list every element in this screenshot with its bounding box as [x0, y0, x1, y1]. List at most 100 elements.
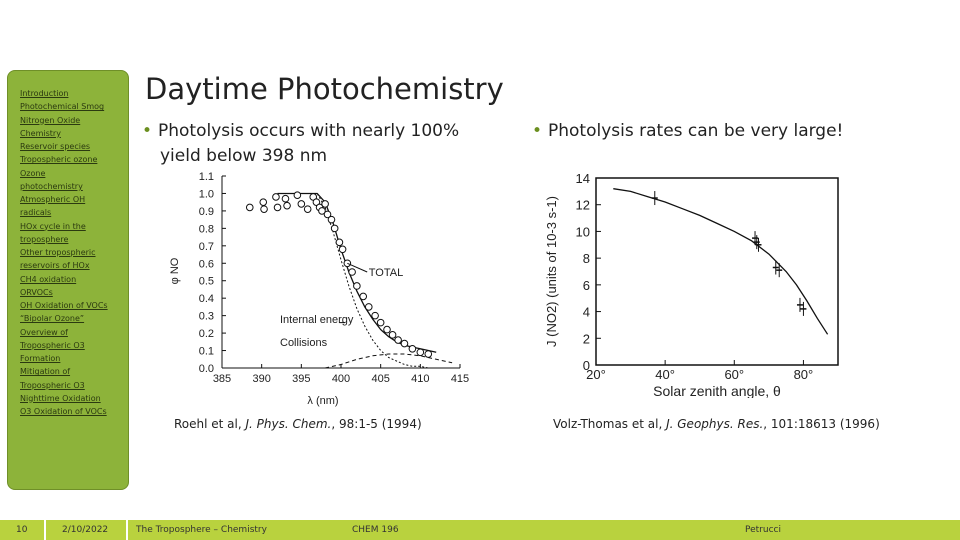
data-point [338, 245, 347, 254]
caption-journal: J. Geophys. Res. [666, 417, 764, 431]
sidebar-nav-link[interactable]: Other tropospheric [20, 248, 96, 257]
data-point [400, 339, 409, 348]
y-tick-label: 14 [576, 171, 590, 186]
sidebar-nav-link[interactable]: Nitrogen Oxide [20, 115, 81, 125]
annotation-collisions: Collisions [280, 337, 328, 349]
sidebar-nav-link[interactable]: OH Oxidation of VOCs [20, 301, 108, 310]
data-point [318, 207, 326, 215]
caption-authors: Volz-Thomas et al, [553, 417, 667, 431]
bullet-line-1: Photolysis occurs with nearly 100% [158, 121, 460, 141]
data-point [376, 318, 385, 327]
x-tick-label: 405 [371, 373, 389, 385]
y-tick-label: 0.4 [199, 293, 214, 305]
data-point [353, 282, 361, 290]
y-tick-label: 4 [583, 305, 590, 320]
sidebar-nav-link[interactable]: Overview of [20, 327, 68, 337]
bullet-glyph: • [142, 121, 153, 141]
y-tick-label: 0.1 [199, 346, 214, 358]
sidebar-nav-link[interactable]: radicals [20, 208, 52, 218]
y-tick-label: 0.8 [199, 223, 214, 235]
bullet-line-2: yield below 398 nm [160, 146, 328, 166]
sidebar-nav-link[interactable]: Chemistry [20, 128, 61, 138]
sidebar-nav-link[interactable]: HOx cycle in the [20, 221, 86, 231]
sidebar-nav-link[interactable]: reservoirs of HOx [20, 261, 90, 271]
caption-roehl: Roehl et al, J. Phys. Chem., 98:1-5 (199… [174, 417, 422, 431]
sidebar-nav-link[interactable]: troposphere [20, 234, 69, 244]
data-point [416, 348, 425, 357]
y-tick-label: 6 [583, 278, 590, 293]
sidebar-nav: Introduction Photochemical Smog Nitrogen O… [7, 70, 129, 490]
photolysis-rate-chart: 0 2 4 6 8 10 12 14 20° 40° 60° 80° Solar zenith angl… [544, 171, 839, 398]
data-point [383, 325, 391, 334]
data-point [272, 193, 280, 201]
sidebar-nav-link[interactable]: Introduction [20, 89, 69, 98]
x-tick-label: 385 [213, 373, 231, 385]
bullet-photolysis-yield: • Photolysis occurs with nearly 100% yiel… [142, 119, 502, 169]
sidebar-nav-link[interactable]: O3 Oxidation of VOCs [20, 407, 107, 416]
sidebar-nav-link[interactable]: ORVOCs [20, 287, 53, 297]
bullet-glyph: • [532, 121, 543, 141]
x-tick-label: 400 [332, 373, 350, 385]
y-tick-label: 12 [576, 198, 590, 213]
y-tick-label: 1.1 [199, 171, 214, 183]
y-tick-label: 0.5 [199, 276, 214, 288]
data-point [245, 203, 254, 212]
x-tick-label: 60° [724, 367, 744, 382]
sidebar-nav-link[interactable]: Tropospheric O3 [20, 380, 85, 390]
sidebar-nav-link[interactable]: Ozone [20, 168, 46, 178]
quantum-yield-chart: 0.0 0.1 0.2 0.3 0.4 0.5 0.6 0.7 0.8 0.9 1.0 1.1 385 3… [169, 171, 469, 407]
sidebar-nav-link[interactable]: Reservoir species [20, 142, 91, 151]
caption-journal: J. Phys. Chem. [245, 417, 332, 431]
sidebar-nav-link[interactable]: Tropospheric ozone [20, 155, 98, 165]
y-tick-label: 0.2 [199, 328, 214, 340]
data-point [327, 215, 336, 224]
sidebar-nav-link[interactable]: Photochemical Smog [20, 102, 105, 112]
data-point [335, 238, 344, 247]
y-tick-label: 0.3 [199, 311, 214, 323]
x-axis-label: Solar zenith angle, θ [653, 383, 781, 398]
data-point [260, 205, 268, 213]
series-line-total [277, 192, 437, 353]
footer-bar: 10 2/10/2022 The Troposphere – Chemistry… [0, 520, 960, 540]
data-point [388, 331, 397, 339]
x-tick-label: 415 [451, 373, 469, 385]
sidebar-nav-link[interactable]: Atmospheric OH [20, 195, 86, 204]
nav-list: Introduction Photochemical Smog Nitrogen O… [20, 87, 128, 418]
sidebar-nav-link[interactable]: Mitigation of [20, 367, 71, 377]
data-point [303, 205, 312, 213]
sidebar-nav-link[interactable]: Formation [20, 354, 61, 363]
sidebar-nav-link[interactable]: Nighttime Oxidation [20, 393, 101, 403]
bullet-text: Photolysis rates can be very large! [548, 121, 844, 141]
sidebar-nav-link[interactable]: photochemistry [20, 181, 83, 191]
annotation-total: TOTAL [369, 267, 403, 279]
data-point [371, 311, 379, 320]
sidebar-nav-link[interactable]: “Bipolar Ozone” [20, 314, 85, 324]
y-tick-label: 8 [583, 251, 590, 266]
y-axis-label: φ NO [169, 257, 181, 284]
series-line-collisions [324, 353, 453, 369]
plot-frame [595, 177, 839, 366]
data-point [323, 210, 332, 219]
data-point [259, 198, 268, 206]
sidebar-nav-link[interactable]: CH4 oxidation [20, 274, 77, 284]
y-tick-label: 10 [576, 224, 590, 239]
data-point [364, 303, 373, 311]
footer-divider [44, 520, 46, 540]
sidebar-nav-link[interactable]: Tropospheric O3 [20, 340, 85, 350]
footer-course: CHEM 196 [352, 525, 399, 535]
y-tick-label: 2 [583, 331, 590, 346]
y-axis-label: J (NO2) (units of 10-3 s-1) [544, 196, 559, 347]
footer-author: Petrucci [745, 525, 781, 535]
footer-divider [126, 520, 128, 540]
slide-title: Daytime Photochemistry [145, 72, 504, 106]
x-tick-label: 40° [655, 367, 675, 382]
caption-citation: , 98:1-5 (1994) [331, 417, 422, 431]
data-point [281, 194, 290, 203]
data-point [273, 203, 282, 212]
data-point [348, 268, 356, 276]
y-tick-label: 0.0 [199, 363, 214, 375]
footer-date: 2/10/2022 [62, 525, 109, 535]
x-tick-label: 395 [292, 373, 310, 385]
data-point [359, 292, 368, 301]
caption-citation: , 101:18613 (1996) [763, 417, 880, 431]
